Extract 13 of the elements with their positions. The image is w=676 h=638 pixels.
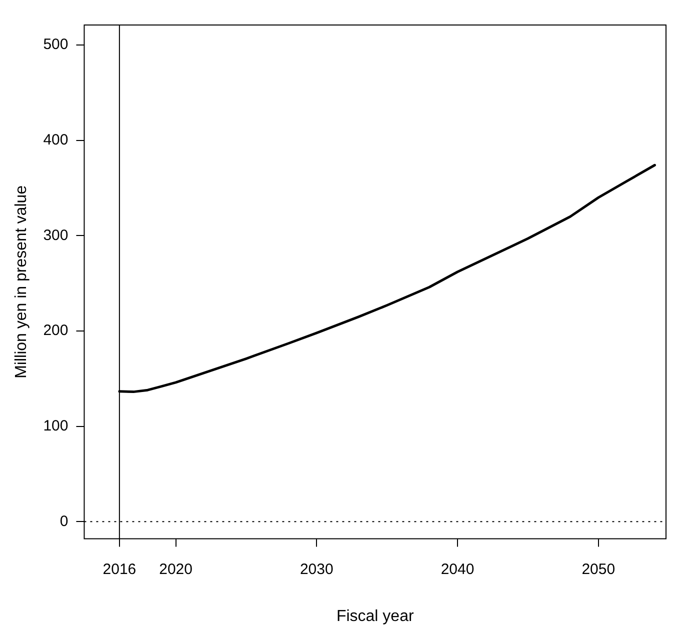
y-axis-title: Million yen in present value: [13, 185, 30, 378]
x-axis-title: Fiscal year: [336, 608, 414, 625]
x-tick-label: 2050: [582, 560, 616, 578]
x-tick-label: 2016: [102, 560, 136, 578]
y-tick-label: 300: [43, 226, 68, 244]
y-tick-label: 0: [60, 512, 68, 530]
x-tick-label: 2040: [440, 560, 474, 578]
y-tick-label: 100: [43, 417, 68, 434]
y-tick-label: 500: [43, 36, 68, 54]
x-tick-label: 2030: [300, 560, 334, 578]
y-tick-label: 200: [43, 322, 68, 340]
x-tick-label: 2020: [159, 560, 192, 578]
y-tick-label: 400: [43, 131, 68, 148]
